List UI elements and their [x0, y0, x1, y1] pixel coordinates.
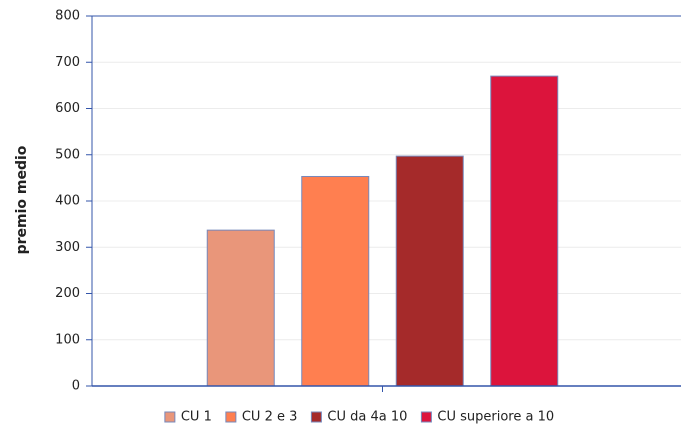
legend-swatch [225, 411, 237, 423]
y-tick-label: 800 [55, 9, 80, 24]
y-tick-label: 100 [55, 332, 80, 347]
legend-label: CU superiore a 10 [437, 410, 554, 425]
bar [301, 175, 370, 387]
y-tick-label: 0 [72, 379, 80, 394]
y-tick-label: 600 [55, 101, 80, 116]
bar [395, 155, 464, 387]
legend-swatch [310, 411, 322, 423]
y-axis-label: premio medio [14, 145, 30, 254]
y-tick-label: 200 [55, 286, 80, 301]
y-tick-label: 500 [55, 147, 80, 162]
legend-label: CU 2 e 3 [242, 410, 298, 425]
y-tick-label: 700 [55, 55, 80, 70]
y-tick-label: 300 [55, 240, 80, 255]
legend-swatch [420, 411, 432, 423]
bar [206, 229, 275, 387]
legend-swatch [164, 411, 176, 423]
y-tick-label: 400 [55, 194, 80, 209]
legend-label: CU 1 [181, 410, 212, 425]
legend-label: CU da 4a 10 [327, 410, 407, 425]
bar [490, 75, 559, 387]
